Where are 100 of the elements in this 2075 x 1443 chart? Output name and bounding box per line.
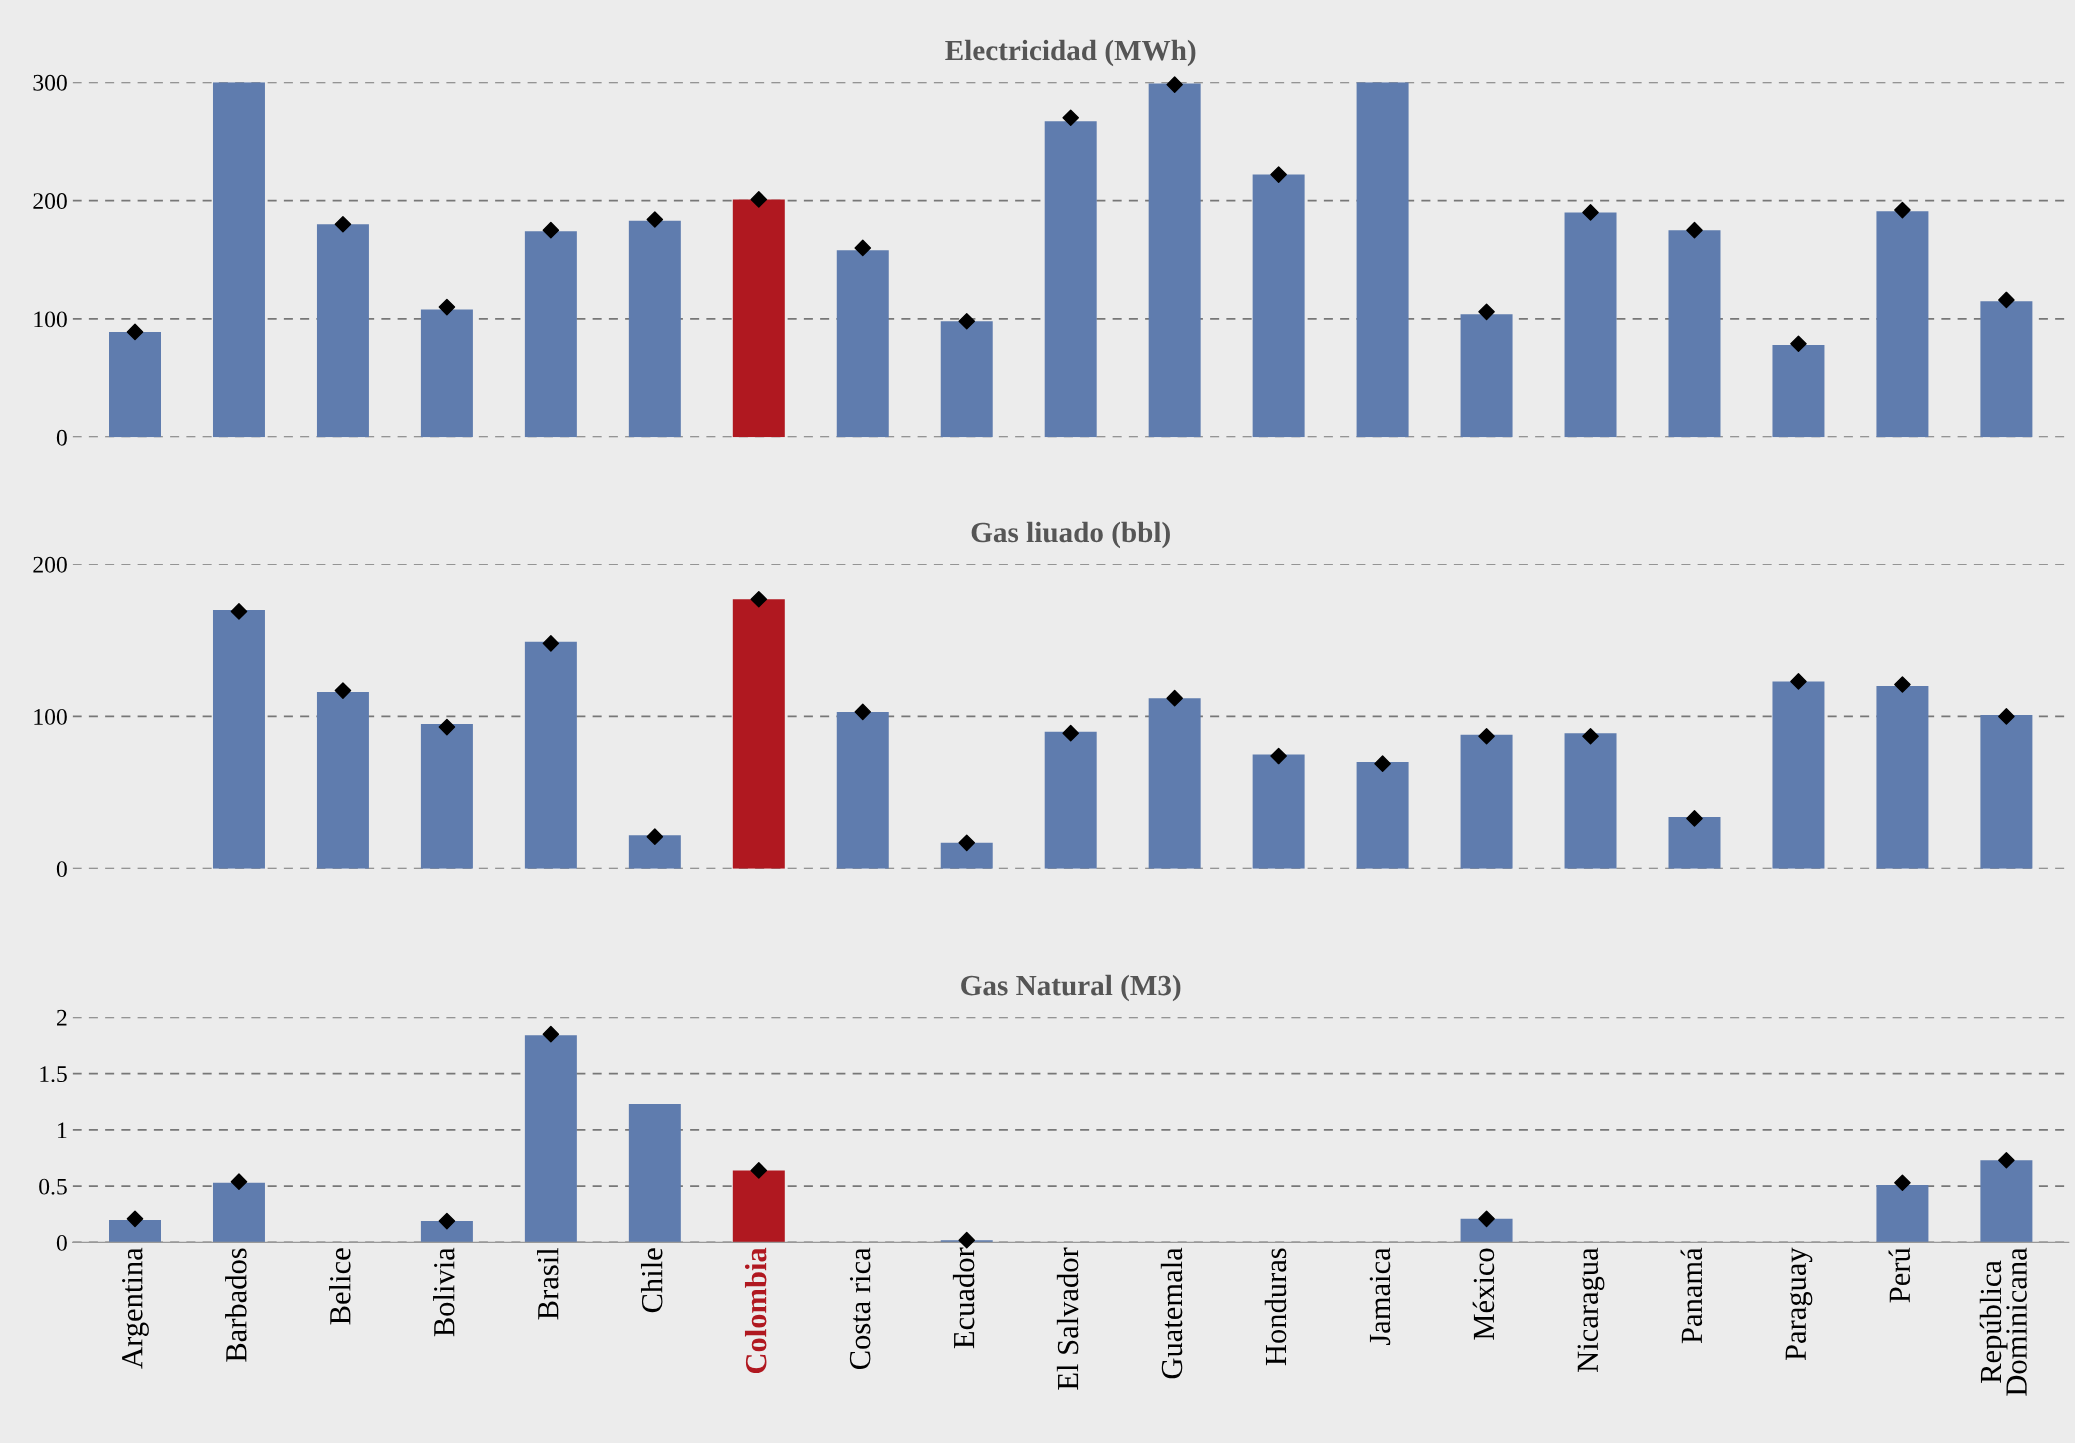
bar <box>1460 314 1513 438</box>
point <box>646 211 664 228</box>
point <box>542 221 560 239</box>
point <box>750 1162 768 1179</box>
bar <box>524 641 577 869</box>
bar <box>732 1170 785 1243</box>
bar <box>1980 714 2033 869</box>
point <box>750 590 768 608</box>
chart-title: Electricidad (MWh) <box>945 39 1196 67</box>
bar <box>940 842 993 869</box>
point <box>1478 1210 1495 1228</box>
y-tick-label: 1.5 <box>40 1066 67 1083</box>
bar <box>628 1103 681 1243</box>
point <box>1270 166 1287 183</box>
bar <box>1356 762 1409 869</box>
bar <box>1252 754 1305 869</box>
point <box>230 603 248 620</box>
bar <box>524 231 577 438</box>
x-tick-label: Paraguay <box>1785 1247 1813 1361</box>
bar <box>1044 731 1097 869</box>
y-tick-label: 200 <box>33 193 67 209</box>
point <box>1166 689 1183 707</box>
bar <box>1252 174 1305 438</box>
bar <box>524 1035 577 1243</box>
x-tick-label: Costa rica <box>849 1247 871 1370</box>
y-tick-label: 300 <box>33 74 67 91</box>
point <box>438 298 456 316</box>
point <box>854 239 872 257</box>
point <box>1686 810 1703 827</box>
point <box>646 828 664 846</box>
bar <box>1772 681 1825 869</box>
bar <box>1356 82 1409 438</box>
x-tick-label: Colombia <box>744 1247 767 1374</box>
y-tick-label: 100 <box>34 311 67 328</box>
bar <box>628 220 681 438</box>
bar <box>109 1219 161 1243</box>
point <box>542 635 560 652</box>
point <box>1894 1174 1911 1192</box>
x-tick-label: Jamaica <box>1369 1247 1391 1346</box>
bar <box>732 599 785 869</box>
bar <box>1564 212 1617 438</box>
point <box>1686 221 1703 239</box>
bar <box>1148 698 1201 869</box>
x-tick-label: Honduras <box>1264 1248 1287 1366</box>
bar <box>1044 121 1097 438</box>
point <box>334 682 352 699</box>
x-tick-label: Perú <box>1888 1247 1911 1303</box>
bar <box>1148 83 1201 438</box>
point <box>958 834 976 852</box>
point <box>1478 303 1495 321</box>
bar <box>1460 734 1513 869</box>
point <box>438 718 456 736</box>
bar <box>628 835 681 869</box>
bar <box>316 224 369 438</box>
x-tick-label: Nicaragua <box>1577 1247 1605 1372</box>
point <box>1166 76 1183 93</box>
chart-title: Gas liuado (bbl) <box>971 521 1170 549</box>
point <box>1374 755 1391 772</box>
point <box>1998 291 2015 309</box>
point <box>1062 109 1080 127</box>
point <box>1478 727 1495 745</box>
point <box>750 191 768 208</box>
x-tick-label: Brasil <box>537 1247 559 1320</box>
bar <box>1668 230 1721 438</box>
x-tick-label: Guatemala <box>1160 1247 1183 1379</box>
point <box>230 1173 248 1190</box>
bar <box>940 321 993 438</box>
bar <box>1876 211 1929 438</box>
point <box>1894 201 1911 219</box>
y-tick-label: 200 <box>33 556 67 573</box>
point <box>1582 204 1599 221</box>
y-tick-label: 0 <box>56 1234 67 1251</box>
x-tick-label: Ecuador <box>952 1247 975 1349</box>
bar <box>1772 344 1825 438</box>
point <box>1790 673 1807 690</box>
point <box>542 1025 560 1043</box>
bar <box>1876 686 1929 869</box>
x-tick-label: Argentina <box>122 1247 149 1369</box>
point <box>854 703 872 721</box>
x-tick-label: Barbados <box>225 1248 247 1362</box>
bar <box>212 1182 265 1243</box>
y-tick-label: 2 <box>57 1009 67 1026</box>
point <box>1582 727 1599 745</box>
bar <box>420 1221 473 1243</box>
bar <box>732 199 785 438</box>
bar <box>316 692 369 869</box>
x-tick-label: Bolivia <box>433 1247 455 1337</box>
point <box>126 1210 144 1228</box>
bar <box>212 609 265 869</box>
point <box>126 323 144 341</box>
y-tick-label: 100 <box>34 708 67 725</box>
y-tick-label: 0 <box>56 429 67 446</box>
bar <box>1876 1185 1929 1243</box>
x-tick-label: Panamá <box>1680 1247 1703 1344</box>
x-tick-label: Chile <box>640 1248 663 1313</box>
y-tick-label: 0.5 <box>39 1178 67 1195</box>
bar <box>836 711 889 869</box>
point <box>334 215 352 233</box>
y-tick-label: 0 <box>56 861 67 878</box>
x-tick-label: República Dominicana <box>1979 1247 2027 1396</box>
